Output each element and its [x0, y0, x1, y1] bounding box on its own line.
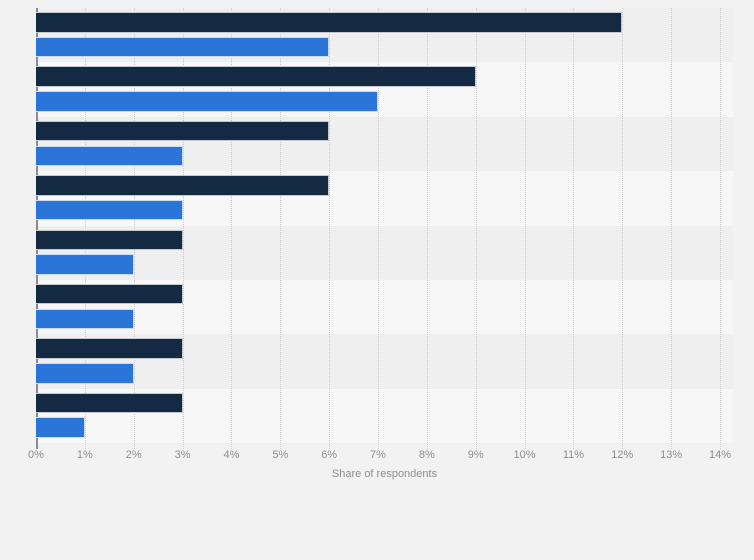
gridline-11%: [573, 8, 575, 449]
bar-series-blue-group3: [36, 145, 183, 167]
x-tick-label-0%: 0%: [28, 449, 44, 461]
gridline-8%: [426, 8, 428, 449]
x-tick-label-14%: 14%: [708, 449, 731, 461]
bar-series-blue-group7: [36, 363, 134, 384]
x-tick-label-7%: 7%: [370, 449, 386, 461]
x-tick-label-2%: 2%: [125, 449, 142, 461]
gridline-4%: [231, 8, 233, 449]
bar-series-blue-group6: [36, 308, 134, 330]
x-tick-label-12%: 12%: [611, 449, 634, 461]
x-tick-label-4%: 4%: [223, 449, 240, 461]
x-tick-label-5%: 5%: [272, 449, 289, 461]
bar-series-dark-navy-group7: [36, 338, 183, 359]
gridline-14%: [719, 8, 721, 449]
x-tick-label-1%: 1%: [76, 449, 93, 461]
bar-series-blue-group5: [36, 254, 134, 275]
gridline-12%: [622, 8, 624, 449]
gridline-1%: [84, 8, 86, 449]
x-tick-label-11%: 11%: [562, 449, 585, 461]
bar-series-dark-navy-group3: [36, 120, 330, 142]
x-tick-label-8%: 8%: [418, 449, 435, 461]
bar-series-dark-navy-group6: [36, 283, 183, 305]
bar-series-dark-navy-group1: [36, 12, 623, 33]
bar-series-blue-group2: [36, 91, 378, 112]
x-tick-label-9%: 9%: [467, 449, 484, 461]
x-tick-label-3%: 3%: [174, 449, 191, 461]
gridline-2%: [133, 8, 135, 449]
y-axis-line: [36, 8, 38, 449]
bar-series-dark-navy-group2: [36, 66, 476, 87]
bar-series-blue-group8: [36, 417, 85, 438]
bar-series-blue-group4: [36, 199, 183, 221]
gridline-10%: [524, 8, 526, 449]
bar-series-blue-group1: [36, 36, 330, 58]
gridline-7%: [377, 8, 379, 449]
bar-series-dark-navy-group8: [36, 392, 183, 414]
x-tick-label-6%: 6%: [321, 449, 338, 461]
gridline-5%: [280, 8, 282, 449]
plot-area: [36, 8, 733, 449]
gridline-3%: [182, 8, 184, 449]
x-tick-label-10%: 10%: [513, 449, 536, 461]
bar-series-dark-navy-group5: [36, 229, 183, 250]
bar-series-dark-navy-group4: [36, 175, 330, 196]
x-axis-title: Share of respondents: [331, 468, 438, 480]
x-tick-label-13%: 13%: [660, 449, 683, 461]
gridline-13%: [671, 8, 673, 449]
gridline-6%: [329, 8, 331, 449]
gridline-9%: [475, 8, 477, 449]
